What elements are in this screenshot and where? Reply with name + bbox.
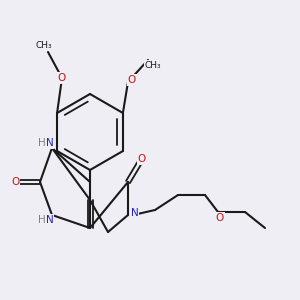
Text: H: H xyxy=(38,215,46,225)
Text: O: O xyxy=(216,213,224,223)
Text: O: O xyxy=(58,73,66,83)
Text: CH₃: CH₃ xyxy=(36,40,52,50)
Text: CH₃: CH₃ xyxy=(145,61,161,70)
Text: N: N xyxy=(46,138,54,148)
Text: O: O xyxy=(138,154,146,164)
Text: O: O xyxy=(128,75,136,85)
Text: N: N xyxy=(46,215,54,225)
Text: H: H xyxy=(38,138,46,148)
Text: O: O xyxy=(11,177,19,187)
Text: N: N xyxy=(131,208,139,218)
